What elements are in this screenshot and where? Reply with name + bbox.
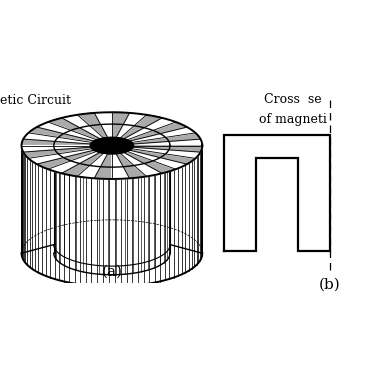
Polygon shape: [112, 112, 129, 138]
Polygon shape: [77, 113, 108, 138]
Polygon shape: [28, 127, 94, 142]
Polygon shape: [120, 153, 162, 176]
Polygon shape: [94, 154, 112, 179]
Polygon shape: [48, 151, 100, 173]
Polygon shape: [22, 145, 91, 152]
Polygon shape: [132, 133, 201, 144]
Polygon shape: [94, 112, 112, 138]
Text: etic Circuit: etic Circuit: [0, 94, 71, 107]
Polygon shape: [116, 153, 147, 178]
Polygon shape: [23, 133, 92, 144]
Polygon shape: [22, 139, 91, 145]
Polygon shape: [132, 147, 201, 159]
Polygon shape: [62, 153, 104, 176]
Polygon shape: [22, 112, 202, 179]
Polygon shape: [77, 153, 108, 178]
Polygon shape: [130, 127, 195, 142]
Polygon shape: [127, 150, 187, 169]
Polygon shape: [127, 122, 187, 141]
Polygon shape: [112, 154, 129, 179]
Polygon shape: [120, 115, 162, 139]
Text: of magneti: of magneti: [259, 113, 327, 126]
Polygon shape: [37, 150, 97, 169]
Polygon shape: [133, 139, 202, 145]
Ellipse shape: [90, 137, 134, 154]
Polygon shape: [133, 145, 202, 152]
Text: (a): (a): [101, 265, 122, 279]
Polygon shape: [37, 122, 97, 141]
Polygon shape: [23, 147, 92, 159]
Polygon shape: [124, 151, 176, 173]
Polygon shape: [116, 113, 147, 138]
Polygon shape: [130, 149, 195, 164]
Polygon shape: [48, 118, 100, 140]
Polygon shape: [62, 115, 104, 139]
Text: (b): (b): [319, 278, 341, 292]
Polygon shape: [124, 118, 176, 140]
Polygon shape: [28, 149, 94, 164]
Text: Cross  se: Cross se: [264, 94, 322, 106]
